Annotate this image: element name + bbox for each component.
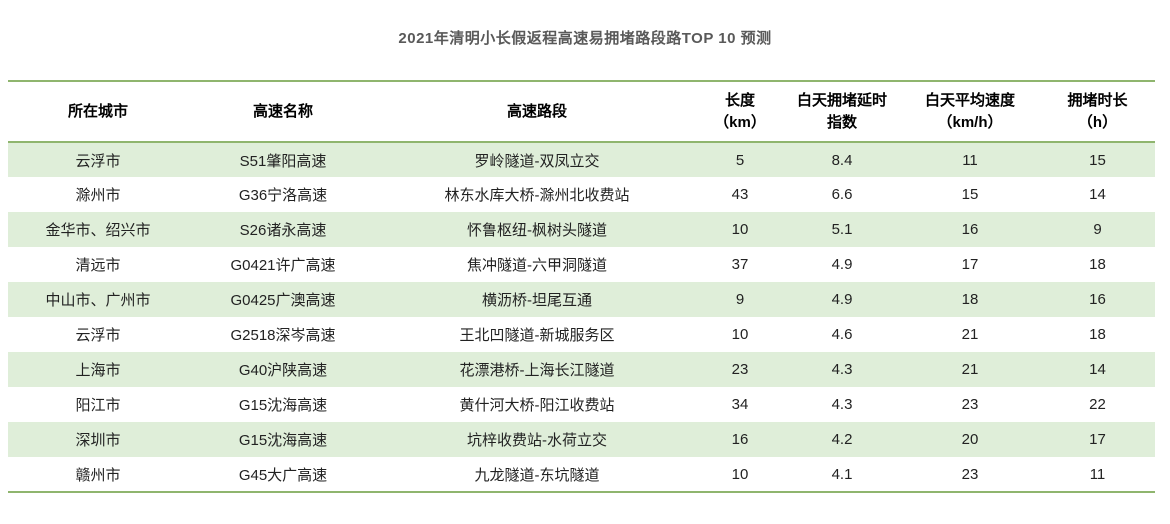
- table-cell: 11: [1089, 465, 1106, 483]
- table-cell: 34: [731, 396, 749, 413]
- table-cell: 23: [961, 396, 979, 413]
- table-cell: 深圳市: [75, 432, 121, 449]
- table-cell: S26诸永高速: [239, 222, 327, 239]
- table-cell: 20: [961, 431, 979, 448]
- table-cell: G15沈海高速: [238, 432, 328, 449]
- table-row: 中山市、广州市 G0425广澳高速 横沥桥-坦尾互通 9 4.9 18 16: [8, 282, 1155, 317]
- table-row: 阳江市 G15沈海高速 黄什河大桥-阳江收费站 34 4.3 23 22: [8, 387, 1155, 422]
- table-cell: 9: [735, 291, 745, 308]
- table-cell: 43: [731, 186, 749, 203]
- table-cell: 18: [1089, 326, 1106, 343]
- table-cell: 4.6: [831, 326, 853, 343]
- column-header-delay-index: 白天拥堵延时 指数: [784, 81, 900, 143]
- table-header-row: 所在城市 高速名称 高速路段 长度 （km） 白天拥堵延时 指数 白天平均速度 …: [8, 81, 1155, 143]
- table-cell: 罗岭隧道-双凤立交: [474, 152, 600, 170]
- table-cell: 17: [961, 256, 979, 273]
- table-cell: 4.2: [831, 431, 853, 448]
- table-cell: 林东水库大桥-滁州北收费站: [444, 187, 630, 204]
- table-cell: 5.1: [831, 221, 853, 238]
- table-cell: 横沥桥-坦尾互通: [482, 292, 592, 309]
- table-cell: 阳江市: [75, 397, 121, 414]
- table-cell: 15: [1089, 151, 1106, 169]
- table-cell: 22: [1089, 396, 1106, 413]
- table-cell: 怀鲁枢纽-枫树头隧道: [467, 222, 607, 239]
- table-row: 深圳市 G15沈海高速 坑梓收费站-水荷立交 16 4.2 20 17: [8, 422, 1155, 457]
- table-cell: 4.9: [831, 256, 853, 273]
- table-cell: G15沈海高速: [238, 397, 328, 414]
- table-cell: 花漂港桥-上海长江隧道: [459, 362, 615, 379]
- table-cell: 11: [962, 151, 978, 169]
- table-row: 云浮市 S51肇阳高速 罗岭隧道-双凤立交 5 8.4 11 15: [8, 142, 1155, 177]
- table-cell: 23: [731, 361, 749, 378]
- table-cell: 23: [961, 465, 979, 483]
- table-row: 金华市、绍兴市 S26诸永高速 怀鲁枢纽-枫树头隧道 10 5.1 16 9: [8, 212, 1155, 247]
- table-cell: 15: [961, 186, 979, 203]
- table-cell: 37: [731, 256, 749, 273]
- table-cell: 4.9: [831, 291, 853, 308]
- column-header-highway-name: 高速名称: [188, 81, 378, 143]
- table-cell: 21: [961, 326, 979, 343]
- table-cell: 4.3: [831, 396, 853, 413]
- table-cell: 6.6: [831, 186, 853, 203]
- congestion-table: 所在城市 高速名称 高速路段 长度 （km） 白天拥堵延时 指数 白天平均速度 …: [8, 80, 1155, 493]
- table-row: 云浮市 G2518深岑高速 王北凹隧道-新城服务区 10 4.6 21 18: [8, 317, 1155, 352]
- table-cell: 17: [1089, 431, 1106, 448]
- table-cell: G0425广澳高速: [230, 292, 336, 309]
- table-cell: G45大广高速: [238, 466, 328, 484]
- table-cell: G40沪陕高速: [238, 362, 328, 379]
- table-row: 上海市 G40沪陕高速 花漂港桥-上海长江隧道 23 4.3 21 14: [8, 352, 1155, 387]
- table-cell: 赣州市: [75, 466, 121, 484]
- table-cell: 焦冲隧道-六甲洞隧道: [467, 257, 607, 274]
- table-header: 所在城市 高速名称 高速路段 长度 （km） 白天拥堵延时 指数 白天平均速度 …: [8, 81, 1155, 143]
- table-cell: 王北凹隧道-新城服务区: [459, 327, 615, 344]
- table-row: 赣州市 G45大广高速 九龙隧道-东坑隧道 10 4.1 23 11: [8, 457, 1155, 492]
- table-cell: G36宁洛高速: [238, 187, 328, 204]
- table-cell: 9: [1093, 221, 1102, 238]
- table-cell: 4.1: [831, 465, 853, 483]
- table-cell: 5: [735, 151, 745, 169]
- table-cell: 18: [1089, 256, 1106, 273]
- table-cell: 16: [1089, 291, 1106, 308]
- table-cell: 10: [731, 326, 749, 343]
- table-cell: 云浮市: [75, 152, 121, 170]
- table-cell: 16: [961, 221, 979, 238]
- table-cell: G0421许广高速: [230, 257, 336, 274]
- table-cell: 18: [961, 291, 979, 308]
- table-cell: 滁州市: [75, 187, 121, 204]
- table-cell: 14: [1089, 186, 1106, 203]
- table-cell: 上海市: [75, 362, 121, 379]
- table-cell: 8.4: [831, 151, 853, 169]
- table-body: 云浮市 S51肇阳高速 罗岭隧道-双凤立交 5 8.4 11 15 滁州市 G36宁洛高速 林东水…: [8, 142, 1155, 492]
- table-cell: 黄什河大桥-阳江收费站: [459, 397, 615, 414]
- table-row: 滁州市 G36宁洛高速 林东水库大桥-滁州北收费站 43 6.6 15 14: [8, 177, 1155, 212]
- table-cell: 金华市、绍兴市: [45, 222, 151, 239]
- column-header-section: 高速路段: [378, 81, 696, 143]
- page-title: 2021年清明小长假返程高速易拥堵路段路TOP 10 预测: [398, 30, 772, 47]
- table-cell: 云浮市: [75, 327, 121, 344]
- table-row: 清远市 G0421许广高速 焦冲隧道-六甲洞隧道 37 4.9 17 18: [8, 247, 1155, 282]
- table-cell: 清远市: [75, 257, 121, 274]
- column-header-avg-speed: 白天平均速度 （km/h）: [900, 81, 1040, 143]
- table-cell: 21: [961, 361, 979, 378]
- table-cell: 10: [731, 465, 749, 483]
- table-cell: 中山市、广州市: [45, 292, 151, 309]
- table-cell: 坑梓收费站-水荷立交: [467, 432, 607, 449]
- table-cell: G2518深岑高速: [230, 327, 336, 344]
- table-cell: 16: [731, 431, 749, 448]
- column-header-duration-h: 拥堵时长 （h）: [1040, 81, 1155, 143]
- column-header-city: 所在城市: [8, 81, 188, 143]
- table-cell: 14: [1089, 361, 1106, 378]
- table-cell: S51肇阳高速: [239, 152, 327, 170]
- table-cell: 10: [731, 221, 749, 238]
- column-header-length-km: 长度 （km）: [696, 81, 784, 143]
- table-cell: 九龙隧道-东坑隧道: [474, 466, 600, 484]
- table-cell: 4.3: [831, 361, 853, 378]
